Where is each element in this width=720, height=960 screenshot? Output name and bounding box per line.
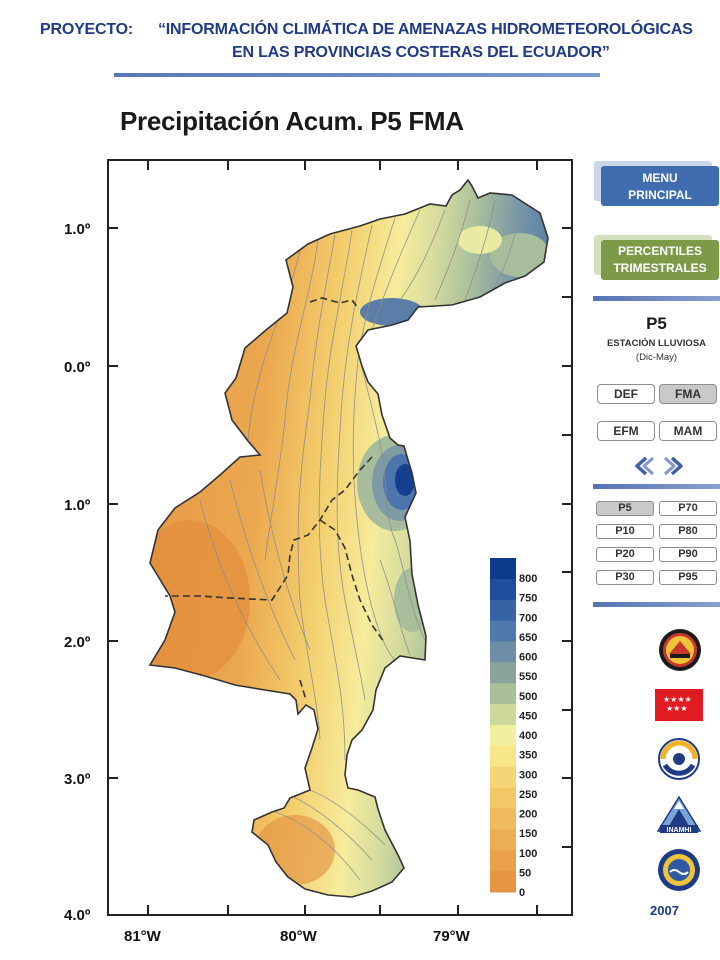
menu-divider bbox=[593, 484, 720, 489]
season-button-mam[interactable]: MAM bbox=[659, 421, 717, 441]
percentiles-line1: PERCENTILES bbox=[617, 244, 702, 258]
legend-labels: 8007507006506005505004504003503002502001… bbox=[519, 573, 537, 899]
agency-ring-logo-icon bbox=[658, 738, 700, 780]
legend-swatch bbox=[490, 850, 516, 872]
season-label: ESTACIÓN LLUVIOSA bbox=[606, 338, 707, 349]
lat-label: 1.0º bbox=[64, 221, 91, 238]
header-divider bbox=[114, 73, 600, 77]
svg-text:★★★: ★★★ bbox=[666, 704, 688, 713]
percentile-button-p90[interactable]: P90 bbox=[659, 547, 717, 562]
institution-seal-icon bbox=[659, 629, 701, 671]
legend-value: 250 bbox=[519, 789, 537, 801]
inamhi-mountain-logo-icon: INAMHI bbox=[656, 795, 702, 834]
page-header: PROYECTO: “INFORMACIÓN CLIMÁTICA DE AMEN… bbox=[0, 0, 720, 82]
project-title-line2: EN LAS PROVINCIAS COSTERAS DEL ECUADOR” bbox=[232, 44, 610, 61]
lat-label: 1.0º bbox=[64, 497, 91, 514]
plot-frame bbox=[107, 159, 573, 916]
legend-swatch bbox=[490, 829, 516, 851]
legend-value: 0 bbox=[519, 887, 525, 899]
legend-value: 450 bbox=[519, 710, 537, 722]
legend-value: 350 bbox=[519, 750, 537, 762]
percentiles-button[interactable]: PERCENTILES TRIMESTRALES bbox=[601, 240, 719, 280]
legend-swatch bbox=[490, 871, 516, 893]
lat-label: 4.0º bbox=[64, 907, 91, 924]
axis-ticks bbox=[108, 160, 572, 915]
main-menu-button[interactable]: MENU PRINCIPAL bbox=[601, 166, 719, 206]
legend-value: 650 bbox=[519, 632, 537, 644]
oceanographic-seal-icon bbox=[658, 849, 700, 891]
legend-swatch bbox=[490, 558, 516, 580]
percentiles-line2: TRIMESTRALES bbox=[613, 261, 707, 275]
legend-swatch bbox=[490, 620, 516, 643]
percentile-button-p80[interactable]: P80 bbox=[659, 524, 717, 539]
lon-label: 79°W bbox=[433, 928, 471, 945]
legend-swatch bbox=[490, 725, 516, 747]
season-range: (Dic-May) bbox=[635, 352, 678, 363]
main-menu-line2: PRINCIPAL bbox=[628, 188, 692, 202]
season-button-efm[interactable]: EFM bbox=[597, 421, 655, 441]
legend-swatch bbox=[490, 578, 516, 601]
legend-value: 700 bbox=[519, 612, 537, 624]
flag-stars-icon: ★★★★ ★★★ bbox=[655, 689, 703, 721]
legend-swatch bbox=[490, 704, 516, 726]
percentile-button-p95[interactable]: P95 bbox=[659, 570, 717, 585]
legend-value: 50 bbox=[519, 867, 531, 879]
menu-divider bbox=[593, 296, 720, 301]
lat-label: 3.0º bbox=[64, 771, 91, 788]
previous-arrow-icon[interactable] bbox=[633, 457, 655, 475]
svg-text:INAMHI: INAMHI bbox=[667, 827, 692, 834]
legend-swatch bbox=[490, 808, 516, 830]
percentile-button-p30[interactable]: P30 bbox=[596, 570, 654, 585]
latitude-labels: 1.0º 0.0º 1.0º 2.0º 3.0º 4.0º bbox=[64, 221, 91, 924]
percentile-button-p10[interactable]: P10 bbox=[596, 524, 654, 539]
legend-swatch bbox=[490, 745, 516, 768]
province-boundaries bbox=[165, 297, 385, 701]
project-title-line1: “INFORMACIÓN CLIMÁTICA DE AMENAZAS HIDRO… bbox=[158, 21, 693, 38]
legend-colorbar bbox=[490, 558, 516, 893]
svg-text:★★★★: ★★★★ bbox=[663, 695, 692, 704]
legend-swatch bbox=[490, 683, 516, 705]
menu-divider bbox=[593, 602, 720, 607]
legend-value: 750 bbox=[519, 593, 537, 605]
project-label: PROYECTO: bbox=[40, 21, 134, 38]
legend-value: 600 bbox=[519, 652, 537, 664]
longitude-labels: 81°W 80°W 79°W bbox=[124, 928, 471, 945]
percentile-button-p5[interactable]: P5 bbox=[596, 501, 654, 516]
season-button-def[interactable]: DEF bbox=[597, 384, 655, 404]
main-menu-line1: MENU bbox=[642, 171, 678, 185]
lat-label: 2.0º bbox=[64, 634, 91, 651]
legend-swatch bbox=[490, 599, 516, 622]
legend-value: 500 bbox=[519, 691, 537, 703]
legend-swatch bbox=[490, 641, 516, 663]
legend-swatch bbox=[490, 766, 516, 789]
year-label: 2007 bbox=[650, 903, 679, 918]
next-arrow-icon[interactable] bbox=[663, 457, 685, 475]
lon-label: 81°W bbox=[124, 928, 162, 945]
season-button-fma[interactable]: FMA bbox=[659, 384, 717, 404]
legend-value: 200 bbox=[519, 809, 537, 821]
legend-swatch bbox=[490, 662, 516, 684]
legend-value: 800 bbox=[519, 573, 537, 585]
lat-label: 0.0º bbox=[64, 359, 91, 376]
percentile-button-p20[interactable]: P20 bbox=[596, 547, 654, 562]
legend-swatch bbox=[490, 787, 516, 810]
legend-value: 100 bbox=[519, 848, 537, 860]
lon-label: 80°W bbox=[280, 928, 318, 945]
map-title: Precipitación Acum. P5 FMA bbox=[120, 106, 464, 136]
legend-value: 400 bbox=[519, 730, 537, 742]
current-percentile: P5 bbox=[646, 314, 667, 333]
legend-value: 550 bbox=[519, 671, 537, 683]
legend-value: 300 bbox=[519, 769, 537, 781]
percentile-button-p70[interactable]: P70 bbox=[659, 501, 717, 516]
legend-value: 150 bbox=[519, 828, 537, 840]
